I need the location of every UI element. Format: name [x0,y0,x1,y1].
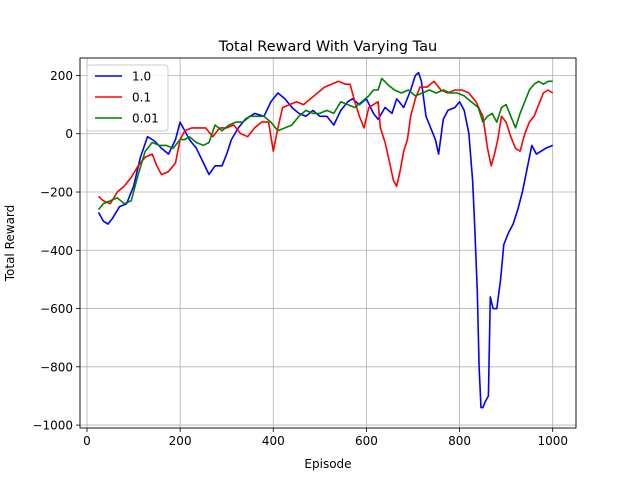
legend: 1.0 0.1 0.01 [86,64,169,132]
y-tick-label: −200 [40,186,73,200]
x-tick-label: 800 [448,434,471,448]
series-line-1 [98,80,554,205]
legend-box [86,64,169,132]
chart-title: Total Reward With Varying Tau [218,39,437,55]
axes-frame [79,57,577,429]
axis-ticks: 0 200 400 600 800 1000 −1000 −800 −600 −400 −200 0 2… [32,69,568,448]
y-tick-label: −1000 [32,419,73,433]
x-tick-label: 400 [262,434,285,448]
x-axis-label: Episode [304,457,351,471]
y-tick-label: −800 [40,360,73,374]
y-axis-label: Total Reward [3,205,17,283]
legend-label: 0.01 [132,112,159,126]
y-tick-label: −400 [40,244,73,258]
x-tick-label: 1000 [537,434,568,448]
x-tick-label: 600 [355,434,378,448]
legend-label: 0.1 [132,91,151,105]
y-tick-label: 200 [50,69,73,83]
y-tick-label: 0 [65,127,73,141]
y-tick-label: −600 [40,302,73,316]
x-tick-label: 200 [169,434,192,448]
legend-label: 1.0 [132,70,151,84]
x-tick-label: 0 [83,434,91,448]
plot-area [97,71,554,409]
grid-lines [80,58,576,428]
series-line-2 [97,77,553,211]
